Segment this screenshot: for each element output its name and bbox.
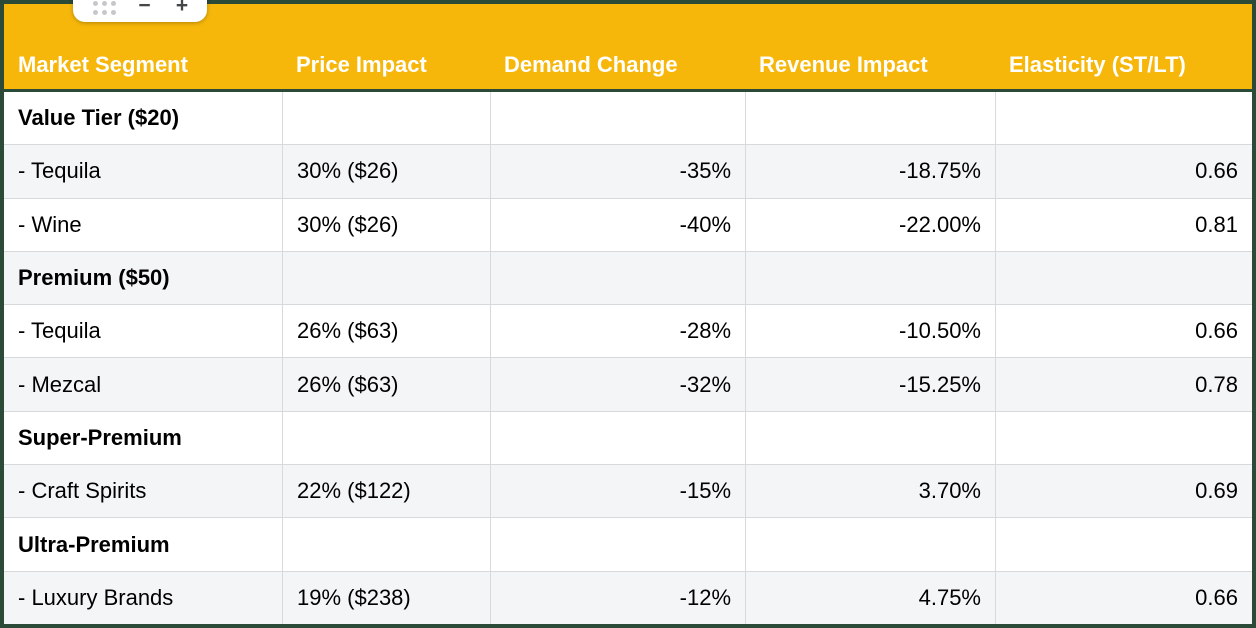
table-row-wine: - Wine 30% ($26) -40% -22.00% 0.81: [4, 198, 1252, 252]
cell[interactable]: [745, 92, 995, 145]
add-icon[interactable]: +: [173, 0, 191, 16]
header-cell-market-segment[interactable]: Market Segment: [18, 52, 188, 77]
cell[interactable]: 30% ($26): [282, 198, 490, 251]
cell[interactable]: Premium ($50): [18, 265, 170, 291]
cell[interactable]: [995, 92, 1252, 145]
cell[interactable]: Super-Premium: [18, 424, 182, 450]
header-cell-revenue-impact[interactable]: Revenue Impact: [759, 52, 928, 77]
cell[interactable]: -12%: [490, 571, 745, 624]
cell[interactable]: -40%: [490, 198, 745, 251]
cell[interactable]: 0.66: [995, 571, 1252, 624]
cell[interactable]: [995, 251, 1252, 305]
cell[interactable]: 4.75%: [745, 571, 995, 624]
cell[interactable]: [282, 411, 490, 465]
cell[interactable]: 30% ($26): [282, 145, 490, 198]
cell[interactable]: - Wine: [18, 211, 82, 237]
cell[interactable]: [490, 92, 745, 145]
cell[interactable]: 0.66: [995, 305, 1252, 358]
table-row-tequila-value: - Tequila 30% ($26) -35% -18.75% 0.66: [4, 145, 1252, 199]
section-row-ultra-premium: Ultra-Premium: [4, 518, 1252, 572]
table-row-luxury-brands: - Luxury Brands 19% ($238) -12% 4.75% 0.…: [4, 571, 1252, 624]
cell[interactable]: - Tequila: [18, 158, 101, 184]
cell[interactable]: 0.78: [995, 358, 1252, 411]
cell[interactable]: [745, 518, 995, 571]
cell[interactable]: 22% ($122): [282, 465, 490, 518]
table-row-tequila-premium: - Tequila 26% ($63) -28% -10.50% 0.66: [4, 305, 1252, 359]
drag-handle-icon[interactable]: [93, 1, 116, 15]
cell[interactable]: [282, 92, 490, 145]
cell[interactable]: - Craft Spirits: [18, 478, 147, 504]
table-row-mezcal: - Mezcal 26% ($63) -32% -15.25% 0.78: [4, 358, 1252, 412]
cell[interactable]: [490, 411, 745, 465]
cell[interactable]: - Mezcal: [18, 371, 102, 397]
table-body: Value Tier ($20) - Tequila 30% ($26) -35…: [4, 92, 1252, 624]
cell[interactable]: -22.00%: [745, 198, 995, 251]
section-row-value-tier: Value Tier ($20): [4, 92, 1252, 146]
cell[interactable]: [490, 251, 745, 305]
section-row-super-premium: Super-Premium: [4, 411, 1252, 466]
table-floating-toolbar: − +: [73, 0, 207, 22]
cell[interactable]: [282, 518, 490, 571]
section-row-premium: Premium ($50): [4, 251, 1252, 306]
cell[interactable]: 0.81: [995, 198, 1252, 251]
remove-icon[interactable]: −: [136, 0, 154, 16]
cell[interactable]: [995, 518, 1252, 571]
cell[interactable]: [490, 518, 745, 571]
cell[interactable]: [995, 411, 1252, 465]
cell[interactable]: Ultra-Premium: [18, 531, 170, 557]
table-header-row: Market Segment Price Impact Demand Chang…: [4, 4, 1252, 92]
cell[interactable]: -32%: [490, 358, 745, 411]
cell[interactable]: 26% ($63): [282, 305, 490, 358]
header-cell-price-impact[interactable]: Price Impact: [296, 52, 427, 77]
cell[interactable]: 0.66: [995, 145, 1252, 198]
cell[interactable]: [282, 251, 490, 305]
cell[interactable]: - Luxury Brands: [18, 584, 174, 610]
cell[interactable]: -15.25%: [745, 358, 995, 411]
header-cell-demand-change[interactable]: Demand Change: [504, 52, 678, 77]
cell[interactable]: [745, 251, 995, 305]
table-row-craft-spirits: - Craft Spirits 22% ($122) -15% 3.70% 0.…: [4, 465, 1252, 519]
cell[interactable]: Value Tier ($20): [18, 105, 180, 131]
cell[interactable]: 19% ($238): [282, 571, 490, 624]
cell[interactable]: -28%: [490, 305, 745, 358]
cell[interactable]: -10.50%: [745, 305, 995, 358]
cell[interactable]: [745, 411, 995, 465]
cell[interactable]: -15%: [490, 465, 745, 518]
cell[interactable]: -18.75%: [745, 145, 995, 198]
cell[interactable]: 3.70%: [745, 465, 995, 518]
cell[interactable]: 26% ($63): [282, 358, 490, 411]
header-cell-elasticity[interactable]: Elasticity (ST/LT): [1009, 52, 1186, 77]
cell[interactable]: 0.69: [995, 465, 1252, 518]
cell[interactable]: - Tequila: [18, 318, 101, 344]
cell[interactable]: -35%: [490, 145, 745, 198]
